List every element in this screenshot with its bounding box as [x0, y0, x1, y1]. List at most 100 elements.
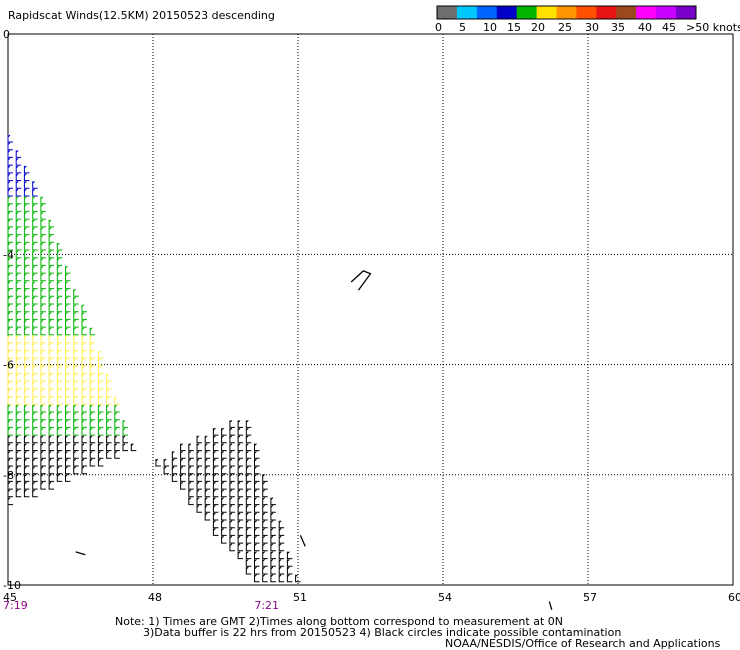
wind-barb — [212, 435, 219, 444]
wind-barb — [65, 420, 71, 428]
wind-barb — [81, 427, 87, 436]
wind-barb — [40, 458, 46, 467]
wind-barb — [15, 366, 22, 374]
wind-barb — [32, 427, 38, 436]
wind-barb — [15, 373, 22, 382]
wind-barb — [106, 427, 112, 436]
wind-barb — [97, 373, 104, 382]
wind-barb — [7, 273, 13, 282]
wind-barb — [254, 574, 260, 583]
wind-barb — [23, 250, 30, 259]
wind-barb — [23, 312, 30, 320]
wind-barb — [286, 551, 293, 560]
wind-barb — [212, 443, 219, 452]
wind-barb — [48, 258, 55, 266]
wind-barb — [40, 366, 46, 374]
wind-barb — [48, 366, 55, 374]
wind-barb — [56, 281, 63, 290]
wind-barb — [48, 412, 55, 421]
wind-barb — [245, 497, 252, 506]
wind-barb — [97, 350, 104, 359]
wind-barb — [106, 373, 112, 382]
wind-barb — [97, 435, 104, 444]
wind-barb — [7, 304, 13, 313]
wind-barb — [7, 420, 13, 428]
wind-barb — [245, 528, 252, 536]
wind-barb — [15, 396, 22, 405]
wind-barb — [32, 211, 38, 220]
wind-barb — [229, 535, 235, 544]
wind-barb — [65, 396, 71, 405]
wind-barb — [237, 435, 244, 444]
wind-barb — [32, 304, 38, 313]
wind-barb — [15, 427, 22, 436]
wind-barb — [40, 466, 46, 475]
wind-barb — [7, 242, 13, 251]
wind-barb — [32, 396, 38, 405]
wind-barb — [97, 427, 104, 436]
wind-barb — [40, 227, 46, 236]
wind-barb — [221, 466, 227, 475]
wind-barb — [221, 497, 227, 506]
wind-barb — [106, 389, 112, 398]
wind-barb — [15, 466, 22, 475]
wind-barb — [196, 497, 202, 506]
wind-barb — [65, 373, 71, 382]
wind-barb — [65, 350, 71, 359]
wind-barb — [40, 335, 46, 344]
wind-barb — [81, 389, 87, 398]
wind-barb — [7, 312, 13, 320]
wind-barb — [237, 535, 244, 544]
wind-barb — [254, 520, 260, 529]
wind-barb — [188, 474, 194, 482]
wind-barb — [122, 427, 128, 436]
wind-barb — [81, 404, 87, 413]
x-tick-label: 54 — [438, 591, 452, 604]
wind-barb — [40, 381, 46, 390]
wind-barb — [40, 404, 46, 413]
grid-lines — [7, 34, 734, 585]
wind-barb — [56, 373, 63, 382]
wind-barb — [7, 327, 13, 336]
wind-barb — [32, 335, 38, 344]
wind-barb — [40, 373, 46, 382]
wind-barb — [81, 327, 87, 336]
wind-barb — [73, 366, 79, 374]
wind-barb — [171, 450, 178, 459]
wind-barb — [81, 335, 87, 344]
wind-barb — [106, 420, 112, 428]
wind-barb — [262, 558, 268, 567]
x-tick-label: 45 — [3, 591, 17, 604]
wind-barb — [180, 466, 186, 475]
wind-barb — [7, 150, 13, 158]
wind-barb — [89, 420, 96, 428]
wind-barb — [262, 543, 268, 552]
wind-barb — [32, 196, 38, 205]
land-outline — [299, 535, 306, 547]
wind-barb — [15, 242, 22, 251]
wind-barb — [262, 551, 268, 560]
wind-barb — [81, 443, 87, 452]
wind-barb — [245, 450, 252, 459]
wind-barb — [81, 319, 87, 328]
wind-barb — [97, 412, 104, 421]
wind-barb — [7, 281, 13, 290]
wind-barb — [23, 474, 30, 482]
wind-barb — [7, 489, 13, 498]
wind-barb — [40, 420, 46, 428]
wind-barb — [212, 528, 219, 536]
wind-barb — [56, 396, 63, 405]
wind-barb — [270, 528, 276, 536]
wind-barb — [212, 450, 219, 459]
wind-barb — [23, 350, 30, 359]
wind-barb — [56, 288, 63, 297]
wind-barb — [32, 443, 38, 452]
wind-barb — [32, 227, 38, 236]
wind-barb — [278, 543, 285, 552]
wind-barb — [245, 543, 252, 552]
wind-barb — [23, 273, 30, 282]
wind-barb — [73, 296, 79, 305]
wind-barb — [221, 481, 227, 490]
wind-barb — [245, 535, 252, 544]
wind-barb — [23, 211, 30, 220]
